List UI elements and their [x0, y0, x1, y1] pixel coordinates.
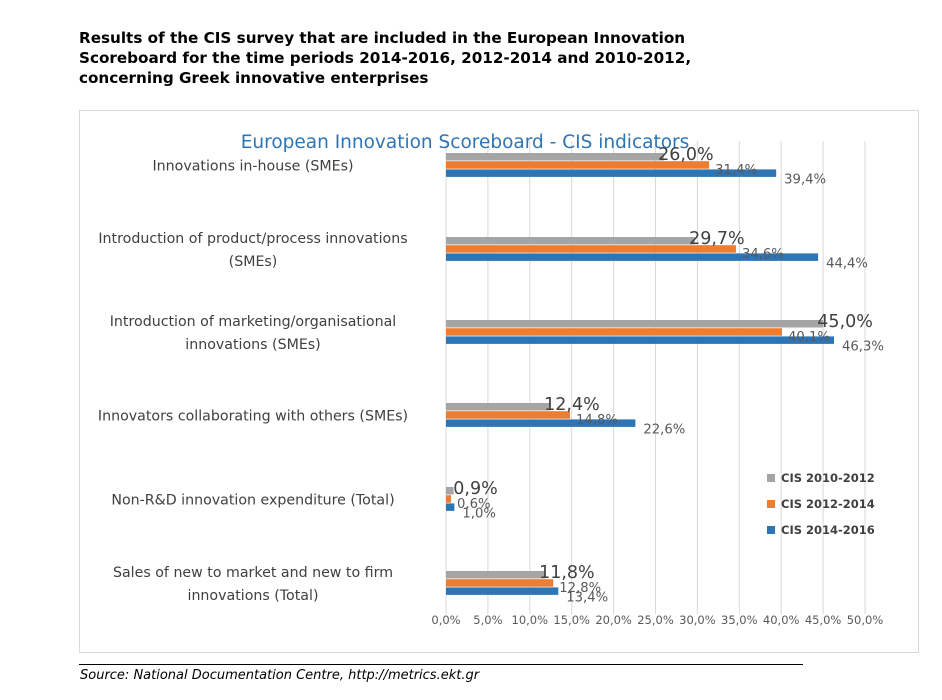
x-tick-label: 15,0% — [553, 613, 590, 627]
data-label: 11,8% — [539, 563, 595, 583]
legend-swatch — [767, 500, 775, 508]
legend-label: CIS 2012-2014 — [781, 497, 875, 511]
category-label: innovations (Total) — [188, 588, 319, 604]
data-label: 22,6% — [643, 422, 685, 437]
category-label: Innovators collaborating with others (SM… — [98, 408, 408, 424]
x-tick-label: 20,0% — [595, 613, 632, 627]
bar-cis-2012-2014 — [446, 579, 554, 587]
data-label: 13,4% — [566, 590, 608, 605]
data-label: 46,3% — [842, 339, 884, 354]
data-label: 44,4% — [826, 256, 868, 271]
bar-chart: 0,0% 5,0% 10,0% 15,0% 20,0% 25,0% 30,0% 35,0% 40… — [98, 132, 884, 627]
bar-cis-2014-2016 — [446, 253, 819, 261]
chart-frame: 0,0% 5,0% 10,0% 15,0% 20,0% 25,0% 30,0% 35,0% 40… — [79, 110, 919, 653]
category-label: Introduction of marketing/organisational — [110, 314, 396, 330]
bar-cis-2014-2016 — [446, 503, 455, 511]
heading-line-2: Scoreboard for the time periods 2014-201… — [79, 49, 692, 67]
bar-cis-2014-2016 — [446, 169, 777, 177]
x-tick-label: 45,0% — [805, 613, 842, 627]
bar-cis-2014-2016 — [446, 336, 834, 344]
legend-label: CIS 2010-2012 — [781, 471, 875, 485]
heading-line-1: Results of the CIS survey that are inclu… — [79, 29, 686, 47]
legend-swatch — [767, 526, 775, 534]
source-note: Source: National Documentation Centre, h… — [80, 668, 480, 683]
legend-label: CIS 2014-2016 — [781, 523, 875, 537]
data-label: 40,1% — [788, 330, 830, 345]
source-divider — [79, 664, 803, 665]
bar-cis-2010-2012 — [446, 571, 545, 579]
data-label: 29,7% — [689, 229, 745, 249]
page-heading: Results of the CIS survey that are inclu… — [79, 28, 809, 88]
bar-cis-2012-2014 — [446, 245, 736, 253]
x-tick-label: 5,0% — [473, 613, 502, 627]
heading-line-3: concerning Greek innovative enterprises — [79, 69, 429, 87]
category-label: Introduction of product/process innovati… — [98, 231, 407, 247]
data-label: 26,0% — [658, 145, 714, 165]
bar-cis-2014-2016 — [446, 419, 636, 427]
x-tick-label: 0,0% — [431, 613, 460, 627]
category-label: Non-R&D innovation expenditure (Total) — [111, 492, 394, 508]
data-label: 31,4% — [715, 163, 757, 178]
data-label: 45,0% — [817, 312, 873, 332]
x-tick-label: 25,0% — [637, 613, 674, 627]
chart-title: European Innovation Scoreboard - CIS ind… — [241, 132, 690, 153]
data-label: 12,4% — [544, 395, 600, 415]
bar-cis-2012-2014 — [446, 161, 710, 169]
data-label: 34,6% — [742, 247, 784, 262]
bar-cis-2010-2012 — [446, 237, 695, 245]
data-label: 1,0% — [462, 506, 496, 521]
category-label: (SMEs) — [229, 254, 278, 270]
x-tick-label: 10,0% — [512, 613, 549, 627]
bar-cis-2012-2014 — [446, 495, 452, 503]
bar-cis-2012-2014 — [446, 328, 783, 336]
bar-cis-2012-2014 — [446, 411, 571, 419]
data-label: 39,4% — [784, 172, 826, 187]
legend-swatch — [767, 474, 775, 482]
bar-cis-2010-2012 — [446, 487, 454, 495]
bar-cis-2014-2016 — [446, 587, 559, 595]
data-label: 0,6% — [457, 497, 491, 512]
x-tick-label: 50,0% — [847, 613, 884, 627]
data-label: 0,9% — [453, 479, 497, 499]
category-label: innovations (SMEs) — [185, 337, 320, 353]
category-label: Innovations in-house (SMEs) — [152, 158, 353, 174]
x-tick-label: 30,0% — [679, 613, 716, 627]
x-tick-label: 35,0% — [721, 613, 758, 627]
bar-cis-2010-2012 — [446, 403, 550, 411]
data-label: 14,8% — [576, 413, 618, 428]
bar-cis-2010-2012 — [446, 320, 824, 328]
data-label: 12,8% — [559, 581, 601, 596]
bar-cis-2010-2012 — [446, 153, 664, 161]
category-label: Sales of new to market and new to firm — [113, 565, 393, 581]
x-tick-label: 40,0% — [763, 613, 800, 627]
